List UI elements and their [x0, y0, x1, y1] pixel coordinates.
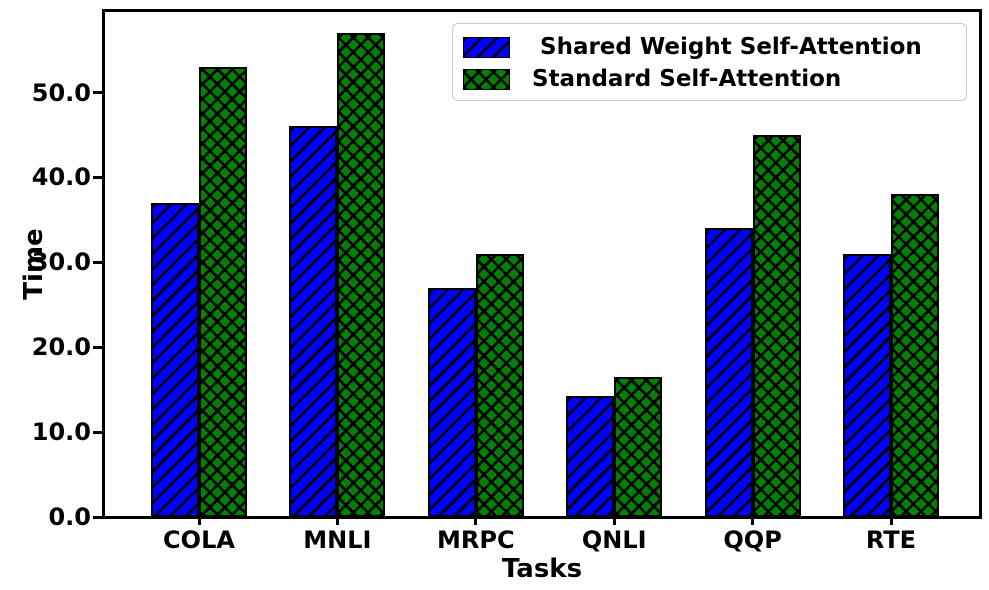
x-tick-mark	[335, 517, 339, 525]
bar-mrpc-standard	[475, 253, 524, 517]
legend-row-standard: Standard Self-Attention	[463, 63, 966, 95]
y-tick-mark	[93, 260, 104, 264]
bar-qnli-standard	[614, 376, 663, 517]
legend-swatch-standard-icon	[463, 68, 510, 90]
x-axis-label: Tasks	[501, 554, 583, 584]
x-tick-mark	[751, 517, 755, 525]
x-tick-label-qqp: QQP	[723, 526, 782, 554]
y-tick-mark	[93, 175, 104, 179]
bar-mnli-standard	[337, 33, 386, 517]
y-tick-mark	[93, 430, 104, 434]
y-tick-label: 50.0	[31, 78, 91, 107]
x-tick-label-cola: COLA	[163, 526, 235, 554]
bar-qqp-standard	[752, 134, 801, 517]
bar-qqp-shared-weight	[704, 228, 753, 517]
legend-label-shared-weight: Shared Weight Self-Attention	[532, 34, 922, 60]
x-tick-mark	[474, 517, 478, 525]
x-tick-mark	[197, 517, 201, 525]
y-tick-label: 40.0	[31, 163, 91, 192]
bar-rte-standard	[891, 194, 939, 517]
y-tick-mark	[93, 515, 104, 519]
x-tick-label-mnli: MNLI	[303, 526, 372, 554]
y-tick-mark	[93, 91, 104, 94]
legend-row-shared-weight: Shared Weight Self-Attention	[463, 31, 966, 63]
y-tick-label: 20.0	[31, 333, 91, 362]
x-tick-label-mrpc: MRPC	[437, 526, 515, 554]
bar-cola-shared-weight	[151, 202, 199, 517]
y-tick-label: 30.0	[31, 248, 91, 277]
plot-area	[102, 9, 982, 519]
bar-mnli-shared-weight	[289, 126, 338, 517]
bar-rte-shared-weight	[843, 253, 891, 517]
x-tick-mark	[612, 517, 616, 525]
y-tick-label: 10.0	[31, 418, 91, 447]
y-tick-label: 0.0	[48, 503, 91, 531]
x-tick-label-qnli: QNLI	[581, 526, 647, 554]
bar-mrpc-shared-weight	[427, 287, 476, 517]
x-tick-mark	[889, 517, 893, 525]
bar-cola-standard	[199, 67, 247, 517]
legend-swatch-shared-weight-icon	[463, 36, 510, 58]
legend-label-standard: Standard Self-Attention	[532, 66, 842, 92]
x-tick-label-rte: RTE	[865, 526, 917, 554]
y-tick-mark	[93, 345, 104, 349]
legend: Shared Weight Self-Attention Standard Se…	[452, 23, 967, 101]
bar-qnli-shared-weight	[566, 395, 615, 517]
